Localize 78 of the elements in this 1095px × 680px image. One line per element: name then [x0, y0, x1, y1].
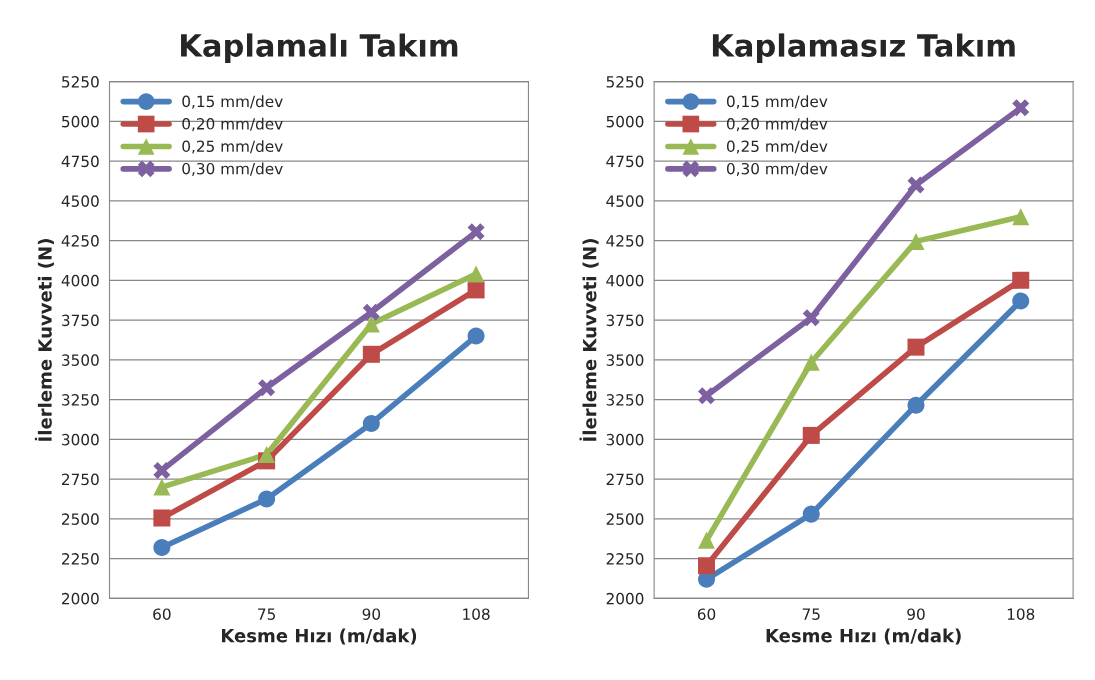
y-tick-label: 2000 [606, 592, 644, 605]
y-tick-label: 5250 [62, 76, 99, 88]
point [907, 338, 925, 356]
point [362, 303, 380, 321]
x-tick-label: 75 [258, 608, 275, 620]
point [1012, 99, 1030, 117]
x-tick-label: 75 [802, 608, 820, 620]
y-tick-label: 2000 [62, 592, 99, 605]
point [362, 315, 380, 333]
y-axis-title: İlerleme Kuvveti (N) [34, 239, 54, 441]
y-tick-label: 4000 [61, 274, 99, 287]
y-tick-label: 3500 [62, 354, 99, 366]
legend-label: 0,30 mm/dev [182, 162, 283, 177]
y-tick-label: 3000 [62, 433, 99, 446]
y-tick-label: 2500 [62, 513, 99, 525]
y-tick-label: 3250 [606, 394, 644, 406]
point [1012, 292, 1030, 310]
point [698, 387, 716, 405]
y-tick-label: 5250 [606, 76, 644, 88]
x-tick-label: 108 [463, 608, 490, 620]
point [153, 478, 171, 496]
y-axis-title: İlerleme Kuvveti (N) [579, 239, 599, 441]
x-tick-label: 60 [153, 608, 171, 620]
y-tick-label: 2750 [606, 473, 644, 486]
point [362, 414, 380, 432]
legend-label: 0,25 mm/dev [726, 140, 828, 154]
y-tick-label: 3500 [606, 354, 644, 366]
y-tick-label: 4750 [61, 155, 99, 168]
point [907, 396, 925, 414]
point [153, 509, 171, 527]
point [802, 353, 820, 371]
point [1012, 208, 1030, 226]
y-tick-label: 4250 [61, 235, 99, 247]
legend-label: 0,20 mm/dev [182, 117, 283, 132]
point [467, 265, 485, 283]
y-tick-label: 3750 [62, 314, 99, 327]
point [907, 176, 925, 194]
point [802, 426, 820, 444]
y-tick-label: 5000 [62, 115, 99, 128]
y-tick-label: 2250 [606, 553, 644, 565]
y-tick-label: 4500 [606, 195, 644, 207]
x-tick-label: 60 [697, 608, 716, 620]
chart-title: Kaplamasız Takım [712, 33, 1015, 63]
point [467, 223, 485, 241]
y-tick-label: 3250 [62, 394, 99, 406]
y-tick-label: 5000 [606, 115, 644, 128]
legend-label: 0,15 mm/dev [726, 95, 828, 109]
x-axis-title: Kesme Hızı (m/dak) [221, 628, 417, 645]
x-tick-label: 90 [907, 608, 925, 620]
legend-label: 0,20 mm/dev [726, 117, 828, 132]
point [153, 461, 171, 479]
x-axis-title: Kesme Hızı (m/dak) [766, 628, 961, 645]
y-tick-label: 2750 [62, 473, 99, 486]
x-tick-label: 90 [362, 608, 381, 620]
y-tick-label: 4000 [606, 274, 644, 287]
point [698, 557, 716, 575]
y-tick-label: 4500 [61, 195, 99, 207]
y-tick-label: 4250 [606, 235, 644, 247]
legend-label: 0,30 mm/dev [726, 162, 828, 177]
point [467, 327, 485, 345]
y-tick-label: 4750 [606, 155, 644, 168]
chart-title: Kaplamalı Takım [181, 33, 458, 63]
legend-label: 0,25 mm/dev [182, 140, 283, 154]
legend-label: 0,15 mm/dev [182, 95, 283, 109]
x-tick-label: 108 [1007, 608, 1035, 620]
point [802, 505, 820, 523]
point [698, 531, 716, 549]
point [258, 445, 276, 463]
point [362, 345, 380, 363]
point [802, 309, 820, 327]
point [258, 379, 276, 397]
y-tick-label: 2500 [606, 513, 644, 525]
y-tick-label: 3750 [606, 314, 644, 327]
y-tick-label: 2250 [62, 553, 99, 565]
point [153, 539, 171, 557]
point [258, 490, 276, 508]
point [1012, 271, 1030, 289]
y-tick-label: 3000 [606, 433, 644, 446]
